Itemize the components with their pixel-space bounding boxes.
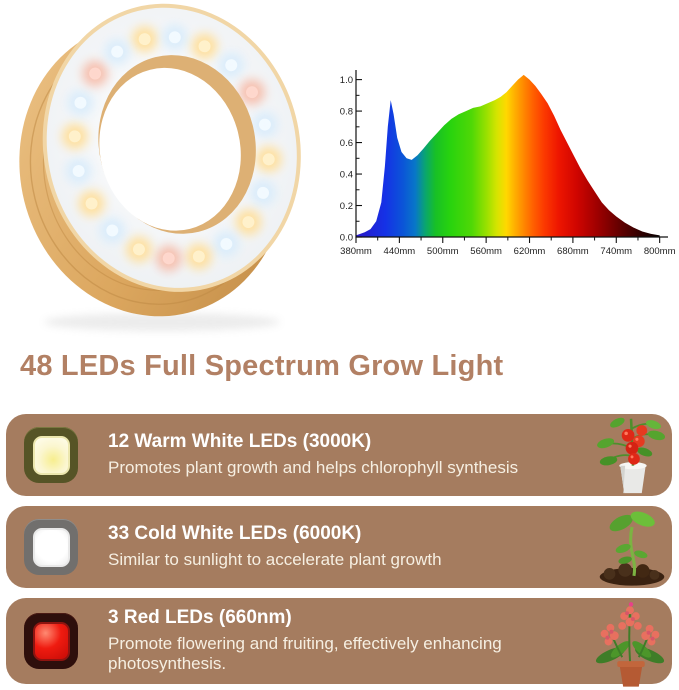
feature-body: Similar to sunlight to accelerate plant … [108,550,442,570]
flowering-plant-image [595,602,665,687]
x-tick-label: 680mm [557,246,589,257]
ring-led-layer [61,24,282,272]
spectrum-chart-svg: 0.0 0.2 0.4 0.6 0.8 1.0 380mm 440mm 500mm 560mm 62… [340,70,676,257]
x-tick-label: 440mm [384,246,416,257]
feature-heading: 3 Red LEDs (660nm) [108,606,292,628]
x-tick-label: 500mm [427,246,459,257]
y-tick-label: 1.0 [340,75,353,86]
page-title: 48 LEDs Full Spectrum Grow Light [20,350,504,382]
y-tick-label: 0.6 [340,138,353,149]
spectrum-curve [356,74,660,238]
cold-white-led-face [32,527,70,567]
feature-card-text: 33 Cold White LEDs (6000K) Similar to su… [108,523,442,571]
feature-card-text: 3 Red LEDs (660nm) Promote flowering and… [108,607,578,675]
spectrum-chart: 0.0 0.2 0.4 0.6 0.8 1.0 380mm 440mm 500mm 560mm 62… [333,56,679,270]
feature-card-cold-white: 33 Cold White LEDs (6000K) Similar to su… [6,506,672,588]
ring-light-photo [4,0,322,338]
ring-light-graphic [19,3,301,331]
feature-heading: 12 Warm White LEDs (3000K) [108,431,372,453]
feature-heading: 33 Cold White LEDs (6000K) [108,523,362,545]
y-tick-label: 0.4 [340,169,353,180]
feature-body: Promote flowering and fruiting, effectiv… [108,633,502,674]
y-tick-label: 0.2 [340,201,353,212]
y-tick-label: 0.0 [340,232,353,243]
ring-reflection [44,313,280,331]
seedling-image [599,511,665,586]
feature-card-red: 3 Red LEDs (660nm) Promote flowering and… [6,598,672,684]
x-tick-label: 560mm [470,246,502,257]
y-tick-label: 0.8 [340,106,353,117]
red-led-face [32,621,70,661]
tomato-plant-image [597,417,666,494]
x-tick-label: 740mm [600,246,632,257]
x-tick-label: 620mm [514,246,546,257]
feature-card-warm-white: 12 Warm White LEDs (3000K) Promotes plan… [6,414,672,496]
warm-white-led-face [32,435,70,475]
x-tick-label: 380mm [340,246,372,257]
feature-body: Promotes plant growth and helps chloroph… [108,458,519,478]
red-led-icon [24,613,78,669]
x-tick-label: 800mm [644,246,676,257]
warm-white-led-icon [24,427,78,483]
feature-card-text: 12 Warm White LEDs (3000K) Promotes plan… [108,431,518,479]
ring-body [19,3,301,317]
cold-white-led-icon [24,519,78,575]
